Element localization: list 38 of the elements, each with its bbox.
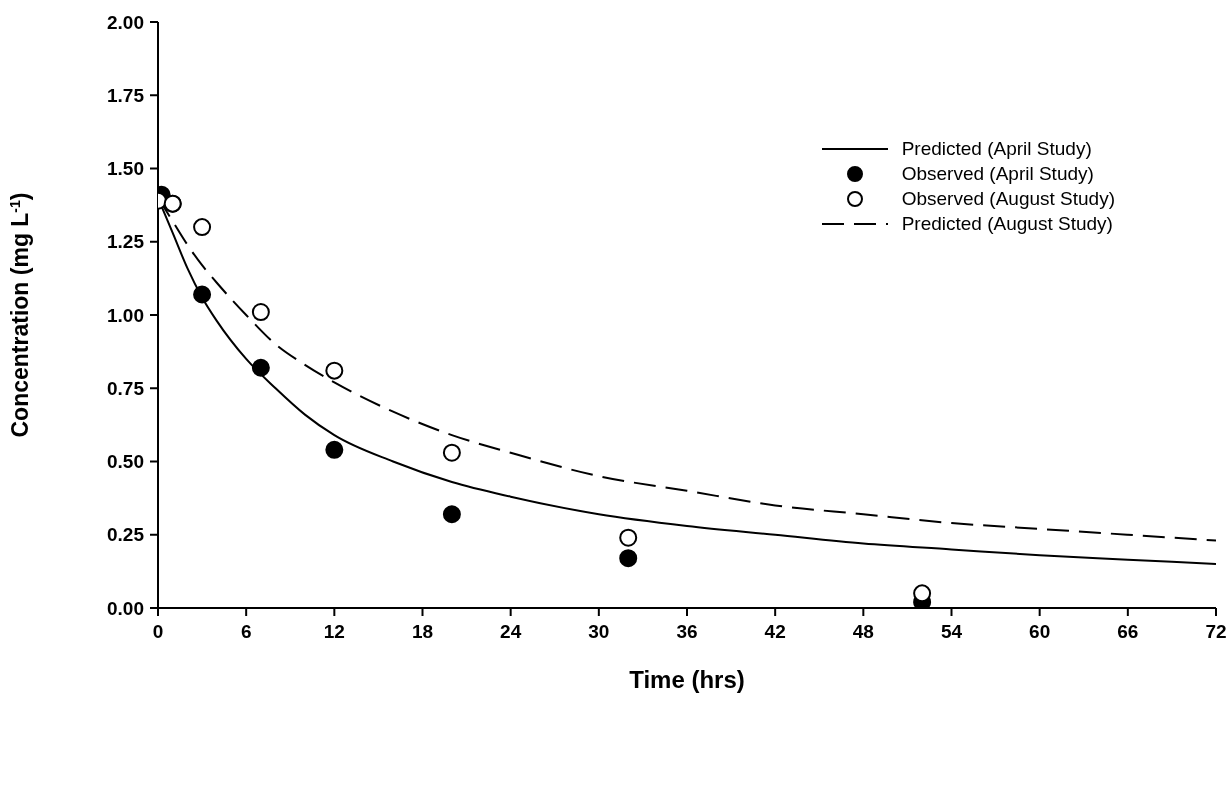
x-axis-title: Time (hrs) [629, 666, 745, 693]
x-tick-label: 66 [1117, 621, 1139, 642]
legend-label: Predicted (April Study) [901, 137, 1092, 161]
point [193, 218, 212, 237]
x-tick-label: 36 [676, 621, 698, 642]
point [619, 528, 638, 547]
x-tick-label: 6 [240, 621, 252, 642]
point [251, 303, 270, 322]
x-tick-label: 48 [852, 621, 874, 642]
x-tick-label: 30 [588, 621, 610, 642]
y-tick-label: 2.00 [107, 11, 144, 33]
y-tick-label: 1.25 [107, 231, 145, 253]
legend-label: Predicted (August Study) [901, 212, 1113, 236]
point [442, 505, 461, 524]
y-tick-label: 0.00 [107, 597, 144, 619]
point [193, 285, 212, 304]
legend-label: Observed (April Study) [901, 162, 1094, 186]
legend-label: Observed (August Study) [901, 187, 1115, 211]
x-tick-label: 0 [152, 621, 164, 642]
x-tick-label: 42 [764, 621, 786, 642]
y-tick-label: 0.75 [107, 377, 145, 399]
y-tick-label: 1.50 [107, 158, 144, 180]
x-tick-label: 12 [323, 621, 345, 642]
y-tick-label: 0.50 [107, 451, 144, 473]
point [913, 584, 932, 603]
x-tick-label: 24 [500, 621, 522, 642]
x-tick-label: 18 [411, 621, 434, 642]
x-tick-label: 54 [940, 621, 963, 642]
point [325, 440, 344, 459]
x-tick-label: 72 [1205, 621, 1227, 642]
y-tick-label: 1.75 [107, 85, 145, 106]
x-tick-label: 60 [1029, 621, 1051, 642]
y-tick-label: 1.00 [107, 304, 144, 326]
point [251, 358, 270, 377]
point [442, 443, 461, 462]
point [325, 361, 344, 380]
y-tick-label: 0.25 [107, 524, 145, 546]
point [619, 549, 638, 568]
